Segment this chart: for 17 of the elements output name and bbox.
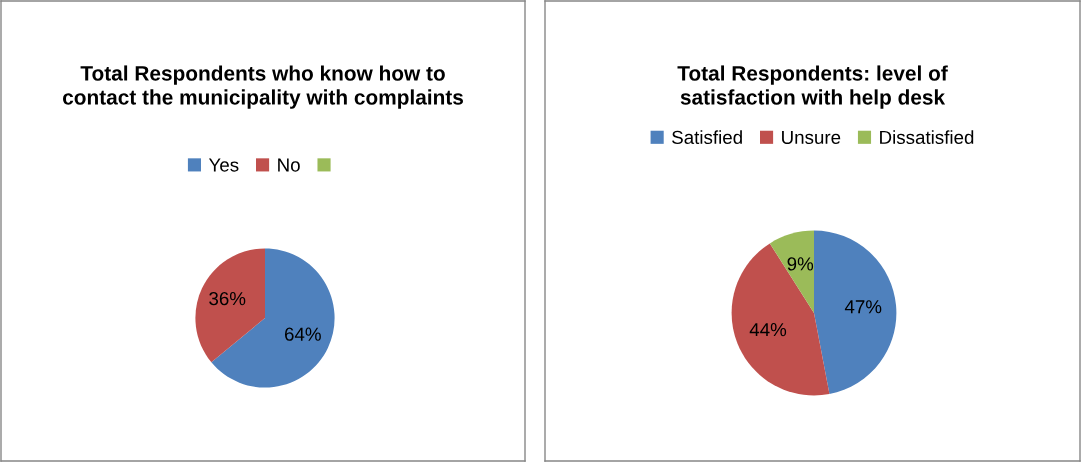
- pie-slice: [731, 243, 830, 396]
- data-label: 64%: [284, 327, 321, 341]
- data-label: 36%: [209, 291, 246, 306]
- legend-label: No: [278, 158, 300, 172]
- pie-slice: [769, 230, 814, 313]
- chart-title: Total Respondents who know how to contact the municipality with complaints: [62, 65, 463, 109]
- pie-slice: [814, 230, 897, 394]
- legend-label: Unsure: [782, 130, 841, 145]
- legend-label: Yes: [208, 158, 239, 172]
- legend-label: Satisfied: [672, 130, 742, 145]
- pie-slice: [211, 248, 335, 388]
- data-label: 47%: [844, 300, 882, 314]
- legend-label: Dissatisfied: [880, 130, 974, 145]
- pie-slice: [195, 248, 265, 363]
- chart-title: Total Respondents: level of satisfaction with help desk: [677, 65, 948, 109]
- data-label: 9%: [787, 257, 814, 271]
- data-label: 44%: [749, 323, 787, 337]
